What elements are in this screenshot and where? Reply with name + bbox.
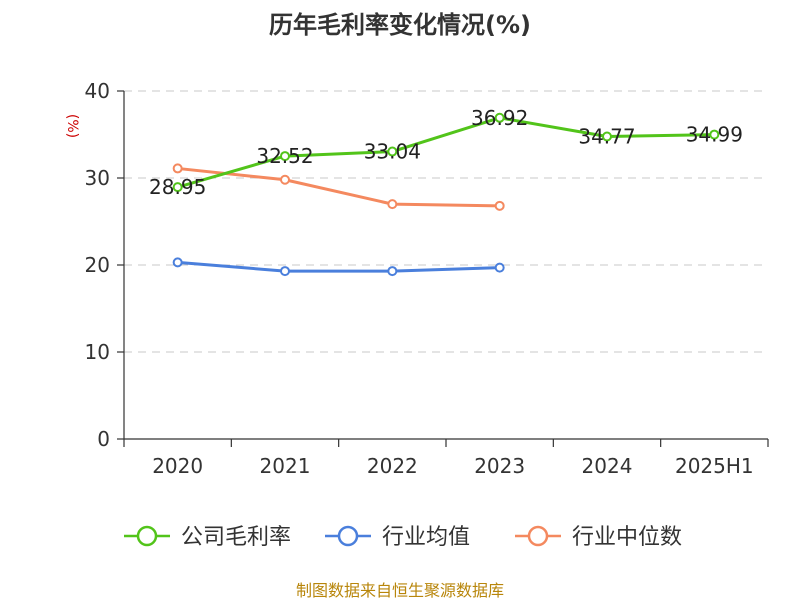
legend-marker: [527, 525, 549, 547]
legend-marker: [136, 525, 158, 547]
data-point: [172, 182, 183, 193]
data-label: 28.95: [149, 175, 206, 199]
data-point: [172, 257, 183, 268]
y-tick-label: 30: [85, 166, 110, 190]
data-point: [494, 262, 505, 273]
y-tick-label: 40: [85, 79, 110, 103]
data-point: [280, 174, 290, 185]
data-labels: 28.95 32.52 33.04 36.92 34.77 34.99: [149, 106, 743, 199]
data-label: 34.77: [578, 125, 635, 149]
y-axis-unit-label: (%): [64, 114, 80, 138]
gridlines: [124, 90, 768, 353]
data-point: [387, 199, 398, 210]
data-label: 34.99: [686, 123, 743, 147]
data-point: [387, 266, 398, 277]
legend-label: 公司毛利率: [181, 525, 291, 550]
series-line: [177, 166, 500, 208]
data-label: 36.92: [471, 106, 528, 130]
series-line: [177, 260, 500, 273]
x-tick-label: 2020: [152, 454, 203, 478]
axes: 0 10 20 30 40 2020 2021 2022 2023 2024 2025H1: [85, 79, 769, 478]
x-tick-label: 2022: [367, 454, 418, 478]
data-point: [387, 146, 398, 157]
data-point: [709, 129, 720, 140]
legend-label: 行业均值: [382, 525, 470, 550]
data-point: [602, 131, 612, 142]
source-note: 制图数据来自恒生聚源数据库: [296, 581, 504, 600]
x-tick-label: 2021: [260, 454, 311, 478]
chart-title: 历年毛利率变化情况(%): [269, 11, 531, 39]
legend-label: 行业中位数: [572, 525, 682, 550]
data-point: [494, 112, 505, 123]
y-tick-label: 20: [85, 253, 110, 277]
x-tick-label: 2025H1: [675, 454, 754, 478]
legend-marker: [337, 525, 359, 547]
data-point: [172, 163, 183, 174]
data-point: [280, 266, 290, 277]
data-point: [494, 200, 505, 211]
data-point: [280, 151, 290, 162]
y-tick-label: 10: [85, 340, 110, 364]
series-line: [177, 116, 715, 189]
series-lines: [172, 112, 720, 277]
x-tick-label: 2024: [582, 454, 633, 478]
y-tick-label: 0: [97, 427, 110, 451]
data-label: 33.04: [364, 140, 421, 164]
data-label: 32.52: [256, 144, 313, 168]
legend: 公司毛利率 行业均值 行业中位数: [124, 525, 682, 550]
x-tick-label: 2023: [474, 454, 525, 478]
